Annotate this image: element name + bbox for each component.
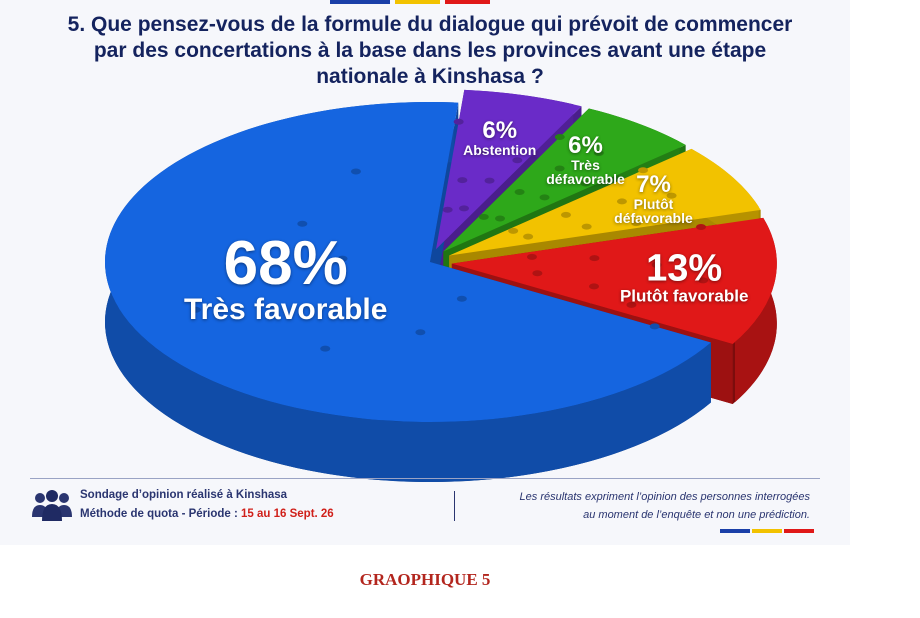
hole bbox=[649, 323, 660, 330]
hole bbox=[297, 220, 308, 227]
method-line: Méthode de quota - Période : 15 au 16 Se… bbox=[80, 508, 334, 520]
hole bbox=[651, 261, 662, 268]
category-label: Très favorable bbox=[184, 292, 388, 326]
hole bbox=[456, 295, 467, 302]
category-label: Abstention bbox=[463, 142, 537, 159]
slice-label: 6% Très défavorable bbox=[538, 131, 633, 187]
hole bbox=[478, 213, 489, 220]
hole bbox=[554, 134, 565, 141]
hole bbox=[512, 157, 523, 164]
hole bbox=[539, 194, 550, 201]
source: Sondage d’opinion réalisé à Kinshasa bbox=[80, 489, 288, 501]
category-label: Plutôt favorable bbox=[619, 286, 749, 306]
hole bbox=[501, 126, 512, 133]
hole bbox=[442, 206, 453, 213]
hole bbox=[638, 167, 649, 174]
note-line: au moment de l’enquête et non une prédic… bbox=[583, 509, 810, 521]
hole bbox=[560, 211, 571, 218]
hole bbox=[477, 148, 488, 155]
slice bbox=[451, 217, 777, 345]
hole bbox=[698, 277, 709, 284]
method: Méthode de quota - Période : bbox=[80, 508, 238, 520]
category-label: Plutôt défavorable bbox=[614, 196, 693, 227]
slice bbox=[449, 148, 761, 256]
slice-label: 7% Plutôt défavorable bbox=[606, 171, 701, 227]
stripe bbox=[720, 529, 750, 533]
hole bbox=[337, 255, 348, 262]
hole bbox=[320, 345, 331, 352]
slice-label: 13% Plutôt favorable bbox=[620, 250, 748, 305]
hole bbox=[532, 270, 543, 277]
footer: Sondage d’opinion réalisé à Kinshasa Mét… bbox=[30, 478, 820, 533]
value-label: 6% bbox=[482, 117, 518, 145]
value-label: 6% bbox=[568, 131, 603, 159]
hole bbox=[523, 233, 534, 240]
hole bbox=[581, 223, 592, 230]
stripe bbox=[752, 529, 782, 533]
slice-label: 68% Très favorable bbox=[184, 228, 388, 326]
hole bbox=[453, 118, 464, 125]
hole bbox=[626, 301, 637, 308]
stripe bbox=[784, 529, 814, 533]
caption: GRAOPHIQUE 5 bbox=[359, 570, 491, 589]
hole bbox=[666, 192, 677, 199]
hole bbox=[696, 223, 707, 230]
category-label: Très défavorable bbox=[546, 156, 625, 187]
value-label: 68% bbox=[223, 228, 348, 298]
slice bbox=[443, 108, 686, 252]
hole bbox=[508, 227, 519, 234]
value-label: 13% bbox=[646, 247, 723, 290]
hole bbox=[458, 205, 469, 212]
hole bbox=[484, 177, 495, 184]
hole bbox=[593, 149, 604, 156]
stripe bbox=[395, 0, 440, 4]
hole bbox=[350, 168, 361, 175]
hole bbox=[554, 165, 565, 172]
hole bbox=[415, 329, 426, 336]
stripe bbox=[445, 0, 490, 4]
slice bbox=[435, 89, 582, 250]
hole bbox=[616, 198, 627, 205]
period: 15 au 16 Sept. 26 bbox=[241, 508, 334, 520]
chart-title: 5. Que pensez-vous de la formule du dial… bbox=[67, 13, 793, 88]
note-line: Les résultats expriment l’opinion des pe… bbox=[519, 491, 810, 503]
hole bbox=[589, 283, 600, 290]
hole bbox=[514, 188, 525, 195]
value-label: 7% bbox=[636, 171, 671, 199]
separator bbox=[454, 491, 455, 521]
hole bbox=[631, 220, 642, 227]
people-icon bbox=[32, 490, 72, 521]
stripe bbox=[330, 0, 390, 4]
slice-label: 6% Abstention bbox=[463, 117, 537, 159]
hole bbox=[589, 255, 600, 262]
hole bbox=[526, 253, 537, 260]
hole bbox=[495, 215, 506, 222]
slice bbox=[104, 101, 711, 422]
hole bbox=[190, 306, 201, 313]
hole bbox=[457, 177, 468, 184]
hole bbox=[580, 180, 591, 187]
